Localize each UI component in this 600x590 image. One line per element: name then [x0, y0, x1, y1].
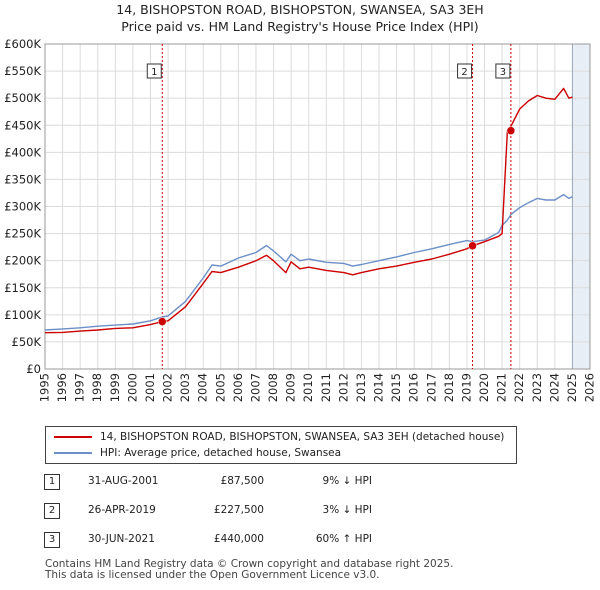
x-tick-label: 2015 — [389, 373, 403, 402]
x-tick-label: 2021 — [495, 373, 509, 402]
y-tick-label: £150K — [4, 281, 41, 295]
legend-swatch-hpi — [54, 452, 92, 454]
y-tick-label: £200K — [4, 254, 41, 268]
x-tick-label: 2007 — [248, 373, 262, 402]
sale-number: 1 — [44, 474, 60, 490]
y-tick-label: £500K — [4, 91, 41, 105]
x-tick-label: 1998 — [90, 373, 104, 402]
x-tick-label: 2022 — [512, 373, 526, 402]
x-tick-label: 2025 — [565, 373, 579, 402]
x-tick-label: 2014 — [372, 373, 386, 402]
sale-label: 2 — [461, 67, 467, 78]
sale-hpi-diff: 9% ↓ HPI — [322, 475, 372, 487]
x-tick-label: 1996 — [55, 373, 69, 402]
x-tick-label: 2011 — [319, 373, 333, 402]
y-tick-label: £600K — [4, 37, 41, 51]
x-tick-label: 1999 — [108, 373, 122, 402]
x-tick-label: 2024 — [547, 373, 561, 402]
sale-label: 1 — [151, 67, 157, 78]
x-tick-label: 2012 — [336, 373, 350, 402]
x-tick-label: 2018 — [442, 373, 456, 402]
sale-row: 3 30-JUN-2021 £440,000 60% ↑ HPI — [44, 530, 564, 559]
x-tick-label: 1997 — [73, 373, 87, 402]
sale-label-box — [146, 63, 162, 79]
sale-number: 2 — [44, 503, 60, 519]
sale-row: 1 31-AUG-2001 £87,500 9% ↓ HPI — [44, 472, 564, 501]
footer: Contains HM Land Registry data © Crown c… — [45, 559, 453, 581]
legend-label-property: 14, BISHOPSTON ROAD, BISHOPSTON, SWANSEA… — [100, 431, 505, 443]
sale-hpi-diff: 60% ↑ HPI — [315, 533, 372, 545]
sale-date: 26-APR-2019 — [88, 504, 156, 516]
y-tick-label: £400K — [4, 145, 41, 159]
sales-table: 1 31-AUG-2001 £87,500 9% ↓ HPI 2 26-APR-… — [44, 472, 564, 559]
x-tick-label: 2017 — [424, 373, 438, 402]
plot-frame — [44, 43, 591, 370]
hpi-line — [44, 193, 573, 331]
legend-swatch-property — [54, 436, 92, 438]
sale-price: £87,500 — [220, 475, 264, 487]
y-tick-label: £550K — [4, 64, 41, 78]
sale-row: 2 26-APR-2019 £227,500 3% ↓ HPI — [44, 501, 564, 530]
y-tick-label: £450K — [4, 118, 41, 132]
x-tick-label: 2019 — [459, 373, 473, 402]
x-tick-label: 2004 — [196, 373, 210, 402]
x-tick-label: 2026 — [583, 373, 597, 402]
x-tick-label: 2010 — [301, 373, 315, 402]
sale-number: 3 — [44, 532, 60, 548]
chart-subtitle: Price paid vs. HM Land Registry's House … — [121, 19, 479, 34]
x-tick-label: 2013 — [354, 373, 368, 402]
x-tick-label: 2000 — [125, 373, 139, 402]
x-tick-label: 2023 — [530, 373, 544, 402]
sale-marker — [158, 317, 167, 326]
legend-label-hpi: HPI: Average price, detached house, Swan… — [100, 447, 342, 459]
x-tick-label: 2005 — [213, 373, 227, 402]
price-chart: £0 £50K £100K £150K £200K £250K £300K £350K £400… — [4, 37, 597, 402]
sale-label: 3 — [500, 67, 506, 78]
legend-item-hpi: HPI: Average price, detached house, Swan… — [54, 446, 341, 460]
y-tick-label: £250K — [4, 227, 41, 241]
chart-title: 14, BISHOPSTON ROAD, BISHOPSTON, SWANSEA… — [116, 2, 484, 17]
footer-licence: This data is licensed under the Open Gov… — [45, 569, 380, 581]
y-tick-label: £300K — [4, 200, 41, 214]
x-tick-label: 2016 — [407, 373, 421, 402]
footer-copyright: Contains HM Land Registry data © Crown c… — [45, 558, 454, 570]
legend: 14, BISHOPSTON ROAD, BISHOPSTON, SWANSEA… — [45, 426, 517, 464]
x-tick-label: 2008 — [266, 373, 280, 402]
y-tick-label: £0 — [26, 362, 41, 376]
sale-label-box — [495, 63, 511, 79]
sale-date: 31-AUG-2001 — [88, 475, 159, 487]
x-tick-label: 2002 — [161, 373, 175, 402]
sale-price: £227,500 — [213, 504, 264, 516]
sale-price: £440,000 — [213, 533, 264, 545]
x-tick-label: 1995 — [38, 373, 52, 402]
sale-marker — [468, 241, 477, 251]
sale-hpi-diff: 3% ↓ HPI — [322, 504, 372, 516]
x-tick-label: 2009 — [284, 373, 298, 402]
x-tick-label: 2001 — [143, 373, 157, 402]
y-tick-label: £350K — [4, 172, 41, 186]
x-tick-label: 2020 — [477, 373, 491, 402]
sale-label-box — [457, 63, 473, 79]
y-tick-label: £100K — [4, 308, 41, 322]
sale-date: 30-JUN-2021 — [88, 533, 155, 545]
x-tick-label: 2006 — [231, 373, 245, 402]
legend-item-property: 14, BISHOPSTON ROAD, BISHOPSTON, SWANSEA… — [54, 430, 504, 444]
sale-marker — [506, 126, 516, 135]
x-tick-label: 2003 — [178, 373, 192, 402]
y-tick-label: £50K — [12, 335, 42, 349]
